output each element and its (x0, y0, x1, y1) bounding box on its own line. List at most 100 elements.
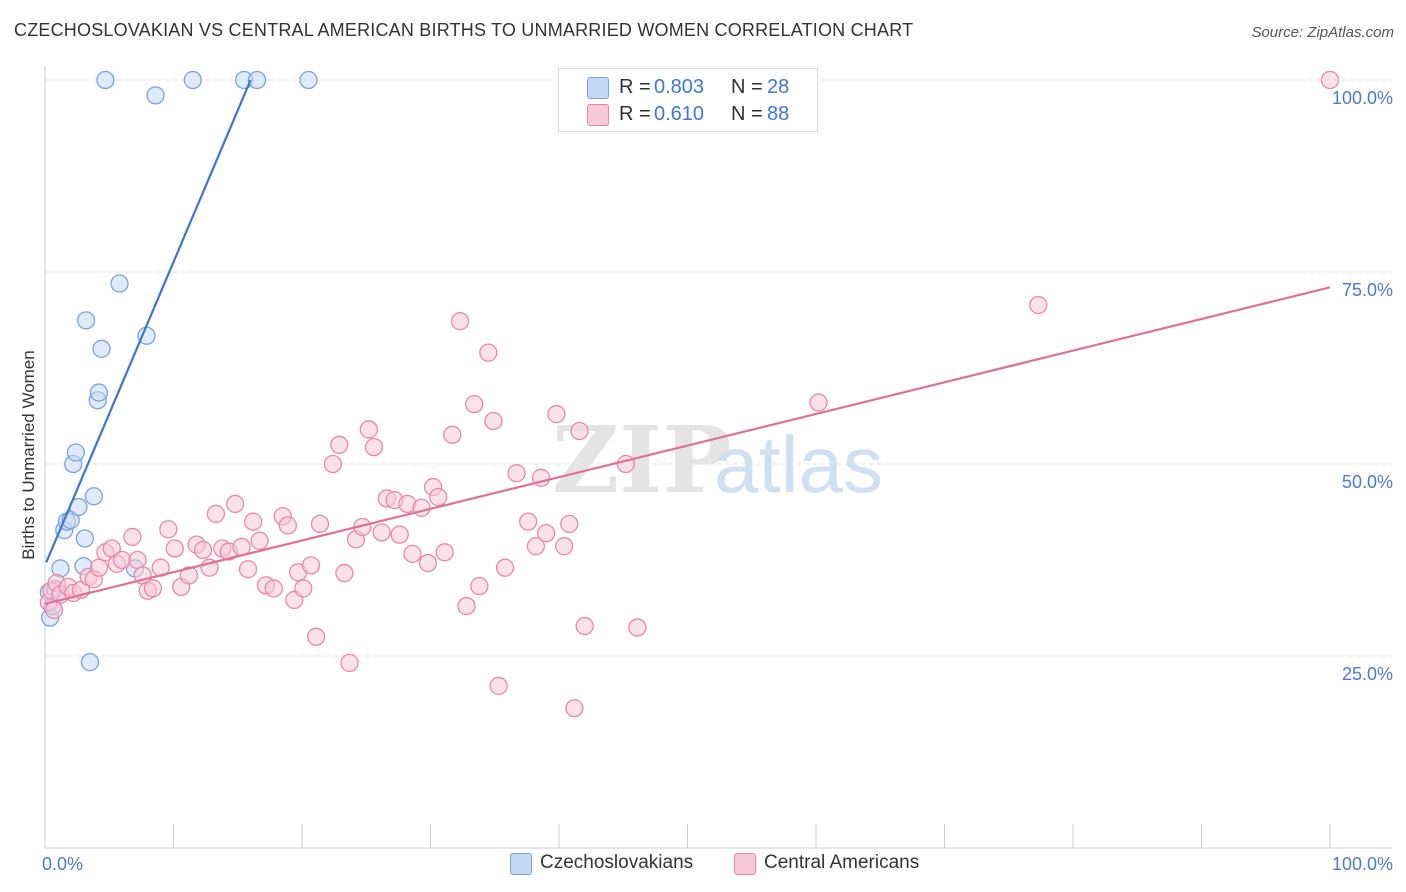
point-central-americans-70 (479, 343, 498, 362)
point-central-americans-57 (390, 525, 409, 544)
point-central-americans-68 (465, 394, 484, 414)
legend-r-value-central-americans: 0.610 (654, 103, 705, 125)
bottom-legend-label-central-americans: Central Americans (764, 852, 920, 873)
point-central-americans-61 (418, 553, 438, 573)
point-central-americans-82 (565, 699, 584, 718)
point-central-americans-63 (429, 487, 448, 507)
legend-row-czechoslovakians: R = 0.803 N = 28 (559, 73, 817, 101)
legend-n-value-czechoslovakians: 28 (767, 76, 790, 98)
point-czechoslovakians-17 (89, 383, 109, 402)
point-central-americans-74 (507, 464, 526, 483)
point-central-americans-54 (372, 523, 391, 542)
point-central-americans-24 (179, 566, 199, 585)
point-czechoslovakians-13 (76, 311, 96, 330)
point-central-americans-80 (554, 537, 574, 556)
point-central-americans-35 (250, 531, 269, 550)
legend-swatch-czechoslovakians (587, 77, 609, 99)
point-czechoslovakians-15 (84, 487, 103, 506)
point-central-americans-53 (364, 437, 384, 457)
point-central-americans-69 (470, 576, 489, 596)
chart-title: CZECHOSLOVAKIAN VS CENTRAL AMERICAN BIRT… (14, 20, 914, 40)
point-central-americans-83 (570, 421, 589, 441)
point-czechoslovakians-9 (66, 443, 85, 462)
legend-r-label: R = (619, 103, 651, 125)
point-central-americans-84 (575, 616, 594, 636)
points-layer (39, 70, 1340, 718)
correlation-legend: R = 0.803 N = 28 R = 0.610 N = 88 (558, 68, 818, 132)
legend-n-label: N = (731, 76, 763, 98)
axis-layer (44, 66, 1392, 849)
point-central-americans-75 (519, 512, 538, 531)
point-central-americans-15 (123, 527, 142, 547)
y-axis-label: Births to Unmarried Women (19, 350, 38, 559)
point-central-americans-85 (616, 454, 635, 474)
point-czechoslovakians-18 (92, 339, 111, 358)
point-central-americans-86 (628, 618, 647, 637)
point-czechoslovakians-19 (96, 70, 115, 90)
point-central-americans-22 (165, 539, 184, 558)
trend-layer (44, 79, 1331, 605)
point-central-americans-43 (301, 556, 321, 575)
legend-r-value-czechoslovakians: 0.803 (654, 76, 705, 98)
point-central-americans-19 (143, 579, 163, 598)
point-central-americans-21 (159, 520, 178, 539)
y-tick-label-100: 100.0% (1332, 88, 1393, 108)
bottom-legend-swatch-central-americans (734, 853, 756, 875)
point-central-americans-64 (435, 543, 454, 562)
bottom-legend-swatch-czechoslovakians (510, 853, 532, 875)
tick-label-layer: 25.0% 50.0% 75.0% 100.0% 0.0% 100.0% (42, 88, 1393, 874)
y-tick-label-25: 25.0% (1342, 664, 1393, 684)
point-central-americans-28 (206, 504, 226, 524)
point-central-americans-16 (128, 550, 147, 570)
legend-swatch-central-americans (587, 104, 609, 126)
point-central-americans-65 (443, 425, 462, 444)
point-central-americans-44 (306, 627, 326, 646)
point-czechoslovakians-27 (299, 70, 318, 90)
point-central-americans-46 (323, 454, 342, 474)
point-central-americans-48 (335, 563, 354, 583)
point-central-americans-31 (226, 494, 245, 514)
point-central-americans-10 (89, 558, 109, 577)
legend-n-label: N = (731, 103, 763, 125)
point-czechoslovakians-12 (75, 529, 94, 548)
point-central-americans-34 (244, 512, 263, 531)
point-central-americans-79 (547, 404, 566, 424)
point-central-americans-73 (495, 558, 515, 577)
point-central-americans-81 (560, 514, 579, 534)
point-central-americans-26 (193, 540, 213, 560)
chart-source: Source: ZipAtlas.com (1251, 24, 1394, 41)
point-czechoslovakians-23 (146, 86, 165, 105)
point-czechoslovakians-14 (80, 652, 100, 672)
grid-layer (45, 79, 1392, 657)
point-central-americans-76 (526, 537, 546, 556)
legend-row-central-americans: R = 0.610 N = 88 (559, 100, 817, 128)
point-central-americans-67 (457, 596, 476, 616)
point-central-americans-52 (359, 420, 378, 439)
point-central-americans-49 (340, 653, 359, 673)
point-central-americans-33 (238, 560, 258, 579)
legend-n-value-central-americans: 88 (767, 103, 790, 125)
point-central-americans-42 (294, 579, 313, 598)
trendline-czechoslovakians (45, 79, 252, 563)
point-central-americans-47 (330, 435, 349, 454)
point-central-americans-14 (112, 550, 132, 570)
trendline-central-americans (44, 286, 1331, 605)
watermark-atlas: atlas (714, 420, 883, 509)
point-central-americans-66 (450, 312, 470, 331)
legend-r-label: R = (619, 76, 651, 98)
point-central-americans-37 (264, 579, 283, 598)
point-czechoslovakians-24 (183, 70, 202, 90)
point-central-americans-45 (310, 514, 330, 534)
bottom-legend-label-czechoslovakians: Czechoslovakians (540, 852, 694, 873)
point-central-americans-60 (412, 498, 431, 517)
x-tick-label-0: 0.0% (42, 854, 83, 874)
point-czechoslovakians-20 (110, 274, 129, 293)
point-central-americans-88 (1029, 295, 1048, 315)
point-central-americans-87 (809, 393, 828, 412)
point-central-americans-39 (278, 516, 298, 535)
x-tick-label-100: 100.0% (1332, 854, 1393, 874)
point-central-americans-89 (1320, 70, 1340, 90)
y-tick-label-50: 50.0% (1342, 472, 1393, 492)
point-central-americans-78 (537, 523, 556, 543)
